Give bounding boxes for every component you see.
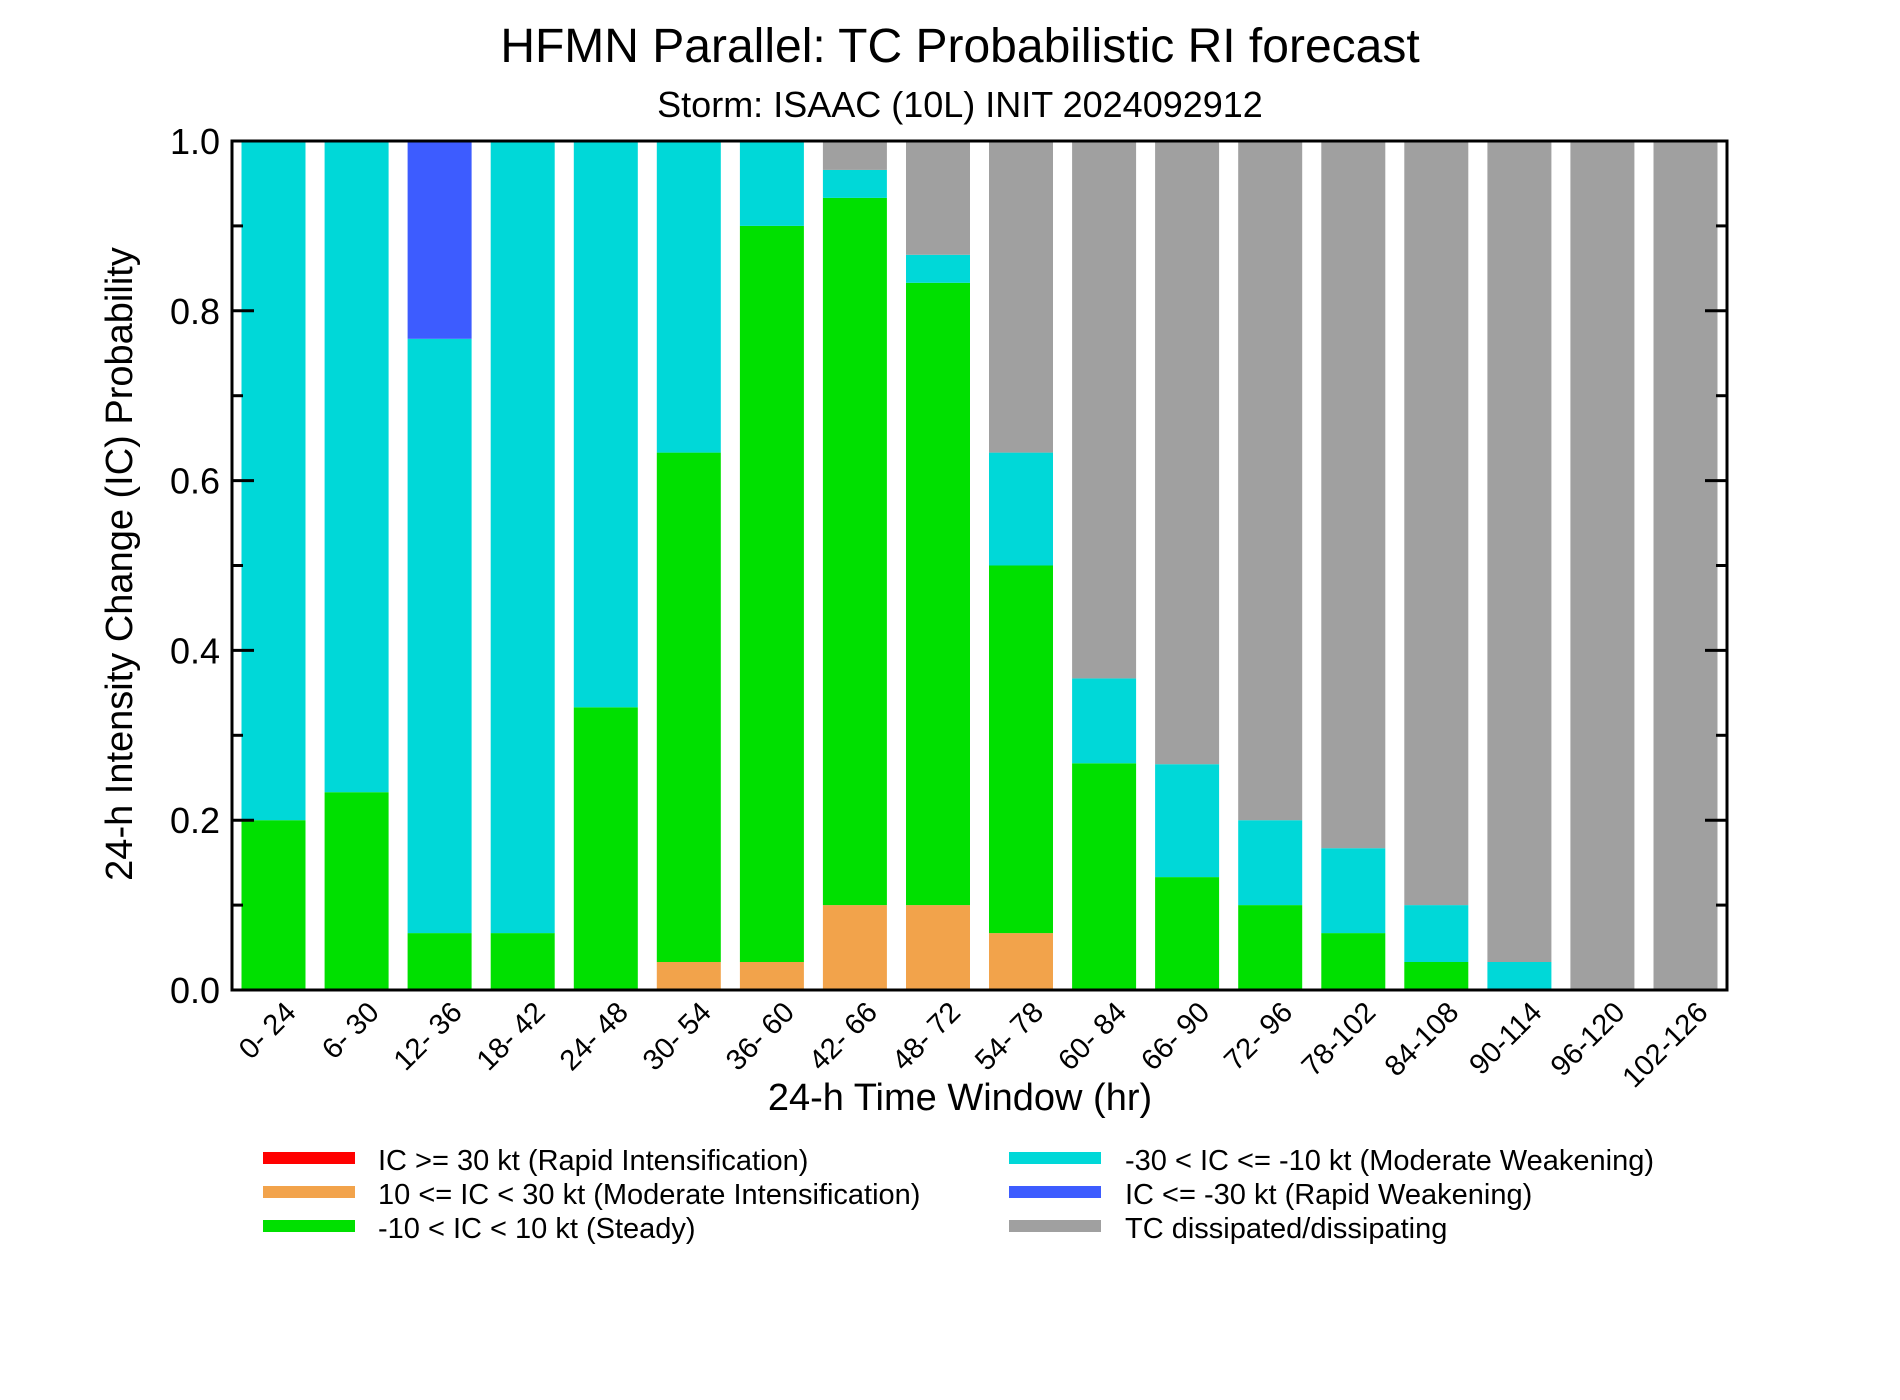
x-tick-label: 60- 84 [1052,996,1133,1077]
bar-segment-16-series-4 [1487,962,1552,990]
bar-segment-8-series-4 [822,169,887,198]
x-tick-label: 72- 96 [1218,996,1299,1077]
legend-label: IC <= -30 kt (Rapid Weakening) [1125,1179,1532,1211]
y-tick-label: 0.0 [170,970,220,1011]
bar-segment-13-series-3 [1238,905,1303,990]
bar-segment-5-series-3 [573,707,638,990]
legend-swatch [1009,1152,1101,1164]
bar-segment-10-series-3 [989,565,1053,934]
bar-segment-4-series-4 [490,141,555,934]
bar-segment-15-series-3 [1404,962,1469,990]
bar-segment-2-series-4 [324,141,389,793]
x-axis-title: 24-h Time Window (hr) [768,1077,1152,1119]
x-tick-label: 84-108 [1379,996,1465,1082]
legend-swatch [1009,1220,1101,1232]
bar-segment-3-series-5 [407,141,472,339]
bar-segment-10-series-4 [989,452,1053,566]
x-tick-label: 6- 30 [316,996,385,1065]
bar-segment-11-series-4 [1072,678,1137,764]
bar-segment-9-series-2 [906,905,970,990]
legend-label: -10 < IC < 10 kt (Steady) [378,1213,696,1245]
legend-label: 10 <= IC < 30 kt (Moderate Intensificati… [378,1179,920,1211]
bar-segment-7-series-3 [739,225,804,962]
legend-label: -30 < IC <= -10 kt (Moderate Weakening) [1125,1145,1654,1177]
bar-segment-16-series-6 [1487,141,1552,962]
chart-subtitle: Storm: ISAAC (10L) INIT 2024092912 [657,84,1263,125]
bar-segment-5-series-4 [573,141,638,708]
bar-segment-1-series-3 [241,820,306,990]
bars-layer [241,141,1718,990]
bar-segment-9-series-3 [906,282,970,906]
legend-swatch [1009,1186,1101,1198]
x-tick-label: 48- 72 [886,996,967,1077]
x-tick-label: 12- 36 [388,996,469,1077]
legend: IC >= 30 kt (Rapid Intensification)10 <=… [263,1145,1654,1245]
x-tick-label: 90-114 [1463,996,1548,1081]
x-tick-label: 0- 24 [233,996,302,1065]
bar-segment-11-series-6 [1072,141,1137,679]
bar-segment-8-series-6 [822,141,887,170]
bar-segment-13-series-4 [1238,820,1303,906]
legend-swatch [263,1220,355,1232]
bar-segment-8-series-3 [822,197,887,906]
bar-segment-8-series-2 [822,905,887,990]
y-tick-label: 0.6 [170,461,220,502]
bar-segment-12-series-3 [1155,877,1220,990]
x-tick-label: 54- 78 [969,996,1050,1077]
bar-segment-14-series-4 [1321,848,1386,934]
y-axis-title: 24-h Intensity Change (IC) Probability [99,247,141,881]
legend-swatch [263,1152,355,1164]
x-tick-label: 18- 42 [471,996,552,1077]
chart-title: HFMN Parallel: TC Probabilistic RI forec… [500,20,1419,73]
x-tick-label: 42- 66 [803,996,884,1077]
legend-label: IC >= 30 kt (Rapid Intensification) [378,1145,808,1177]
bar-segment-10-series-6 [989,141,1053,453]
bar-segment-15-series-4 [1404,905,1469,962]
bar-segment-6-series-2 [656,962,721,990]
x-tick-label: 24- 48 [554,996,635,1077]
bar-segment-14-series-6 [1321,141,1386,849]
bar-segment-3-series-4 [407,338,472,934]
bar-segment-13-series-6 [1238,141,1303,821]
bar-segment-9-series-4 [906,254,970,283]
bar-segment-18-series-6 [1653,141,1718,990]
y-tick-label: 0.2 [170,800,220,841]
x-tick-label: 36- 60 [720,996,801,1077]
bar-segment-2-series-3 [324,792,389,990]
y-tick-label: 0.4 [170,630,220,671]
bar-segment-7-series-4 [739,141,804,226]
y-axis: 0.0 0.2 0.4 0.6 0.8 1.0 [170,121,1727,1011]
bar-segment-15-series-6 [1404,141,1469,906]
bar-segment-14-series-3 [1321,933,1386,990]
y-tick-label: 1.0 [170,121,220,162]
x-tick-label: 78-102 [1296,996,1382,1082]
x-tick-label: 102-126 [1617,996,1715,1094]
bar-segment-10-series-2 [989,933,1053,990]
bar-segment-11-series-3 [1072,763,1137,990]
bar-segment-7-series-2 [739,962,804,990]
legend-label: TC dissipated/dissipating [1125,1213,1447,1245]
bar-segment-6-series-3 [656,452,721,962]
y-tick-label: 0.8 [170,291,220,332]
bar-segment-9-series-6 [906,141,970,255]
bar-segment-17-series-6 [1570,141,1635,990]
x-tick-label: 30- 54 [637,996,718,1077]
legend-swatch [263,1186,355,1198]
x-tick-label: 66- 90 [1135,996,1216,1077]
bar-segment-4-series-3 [490,933,555,990]
bar-segment-12-series-4 [1155,764,1220,878]
bar-segment-12-series-6 [1155,141,1220,765]
bar-segment-3-series-3 [407,933,472,990]
bar-segment-6-series-4 [656,141,721,453]
